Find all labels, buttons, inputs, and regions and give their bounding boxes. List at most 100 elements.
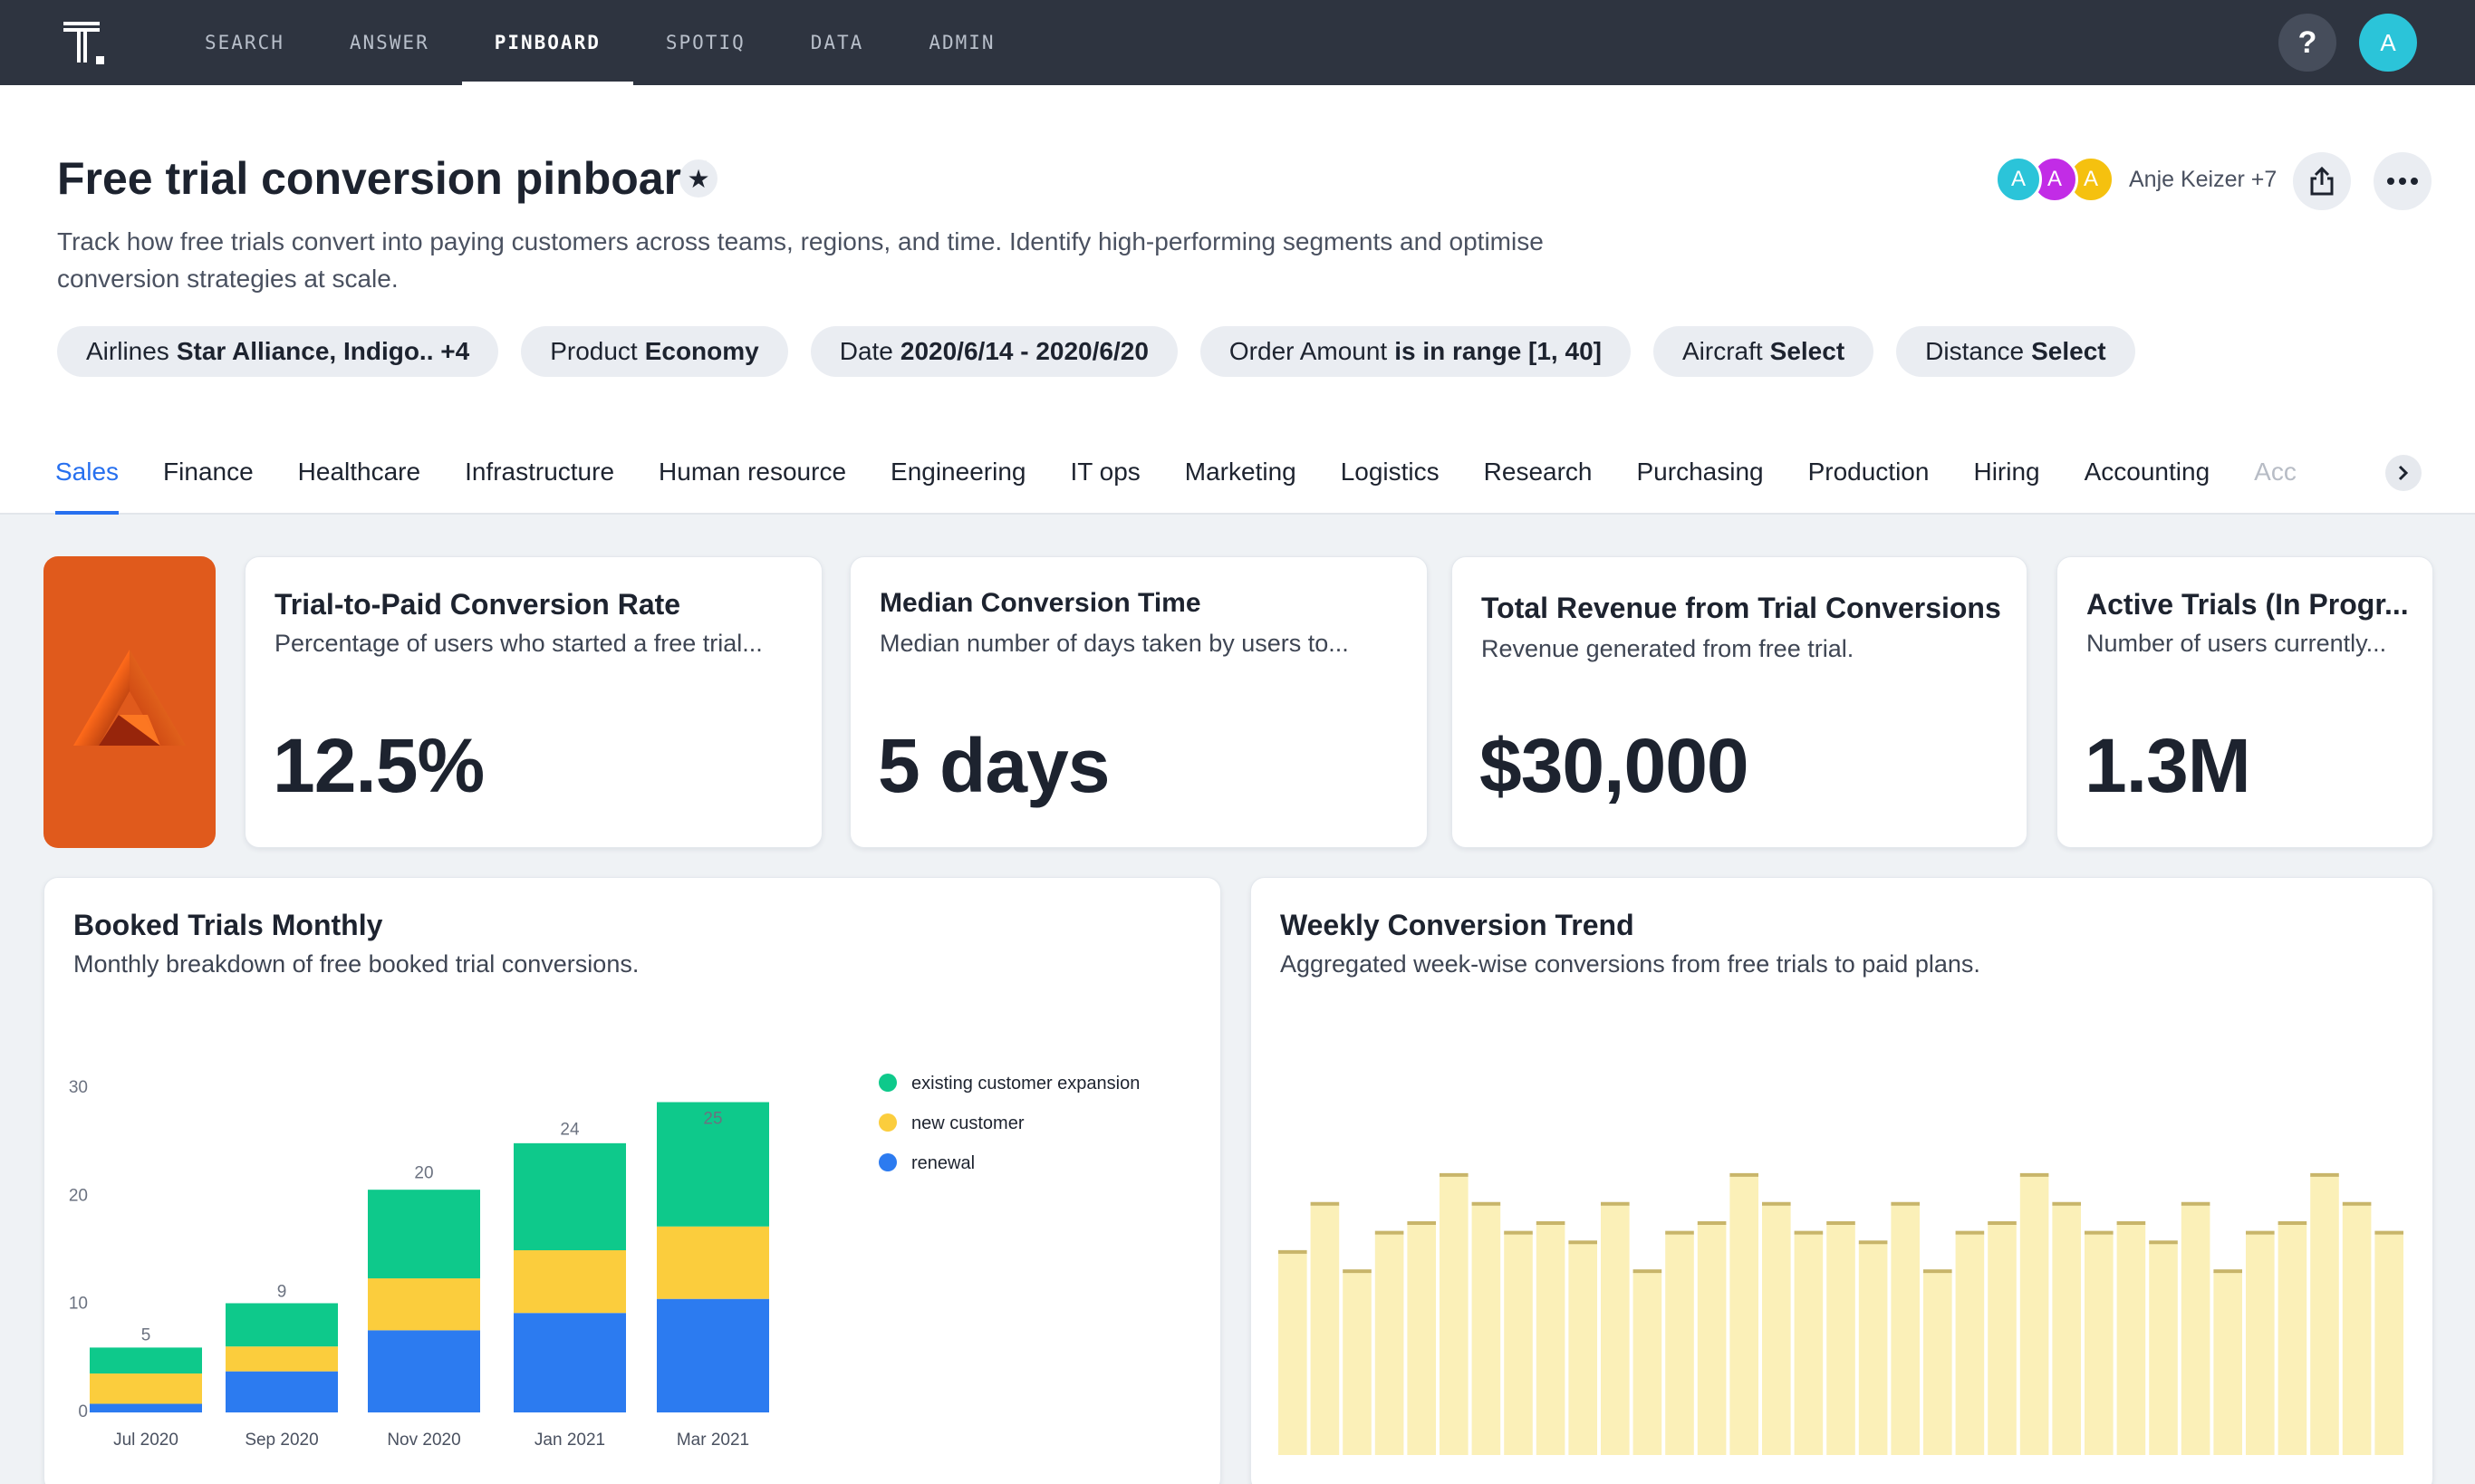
tab-finance[interactable]: Finance <box>163 458 254 486</box>
more-options-button[interactable] <box>2374 152 2432 210</box>
bar-segment-existing-customer-expansion[interactable] <box>226 1303 338 1347</box>
legend-label[interactable]: existing customer expansion <box>911 1074 1140 1094</box>
tab-logistics[interactable]: Logistics <box>1340 458 1440 486</box>
tab-marketing[interactable]: Marketing <box>1184 458 1296 486</box>
weekly-bar[interactable] <box>1988 1224 2017 1455</box>
weekly-bar[interactable] <box>1278 1252 1307 1455</box>
bar-segment-new-customer[interactable] <box>514 1250 626 1314</box>
kpi-card-conversion-rate[interactable]: Trial-to-Paid Conversion Rate Percentage… <box>245 556 823 848</box>
weekly-bar[interactable] <box>1632 1272 1662 1455</box>
filter-name: Date <box>839 337 893 365</box>
weekly-bar[interactable] <box>2374 1233 2403 1455</box>
weekly-bar[interactable] <box>2085 1233 2114 1455</box>
weekly-bar[interactable] <box>1504 1233 1533 1455</box>
filter-chip-aircraft[interactable]: Aircraft Select <box>1652 326 1874 377</box>
weekly-bar[interactable] <box>1440 1175 1469 1455</box>
weekly-bar[interactable] <box>1374 1233 1404 1455</box>
kpi-card-active-trials[interactable]: Active Trials (In Progr... Number of use… <box>2056 556 2433 848</box>
bar-segment-renewal[interactable] <box>368 1330 480 1412</box>
weekly-bar[interactable] <box>1697 1224 1727 1455</box>
bar-segment-existing-customer-expansion[interactable] <box>90 1347 202 1374</box>
weekly-bar[interactable] <box>2019 1175 2049 1455</box>
weekly-bar[interactable] <box>1665 1233 1694 1455</box>
help-button[interactable]: ? <box>2278 14 2336 72</box>
weekly-bar[interactable] <box>1568 1243 1597 1455</box>
bar-segment-renewal[interactable] <box>514 1313 626 1412</box>
tab-research[interactable]: Research <box>1483 458 1593 486</box>
chart-card-booked-trials[interactable]: Booked Trials Monthly Monthly breakdown … <box>43 877 1221 1484</box>
weekly-bar-cap <box>1826 1221 1855 1225</box>
filter-chip-distance[interactable]: Distance Select <box>1896 326 2135 377</box>
weekly-bar[interactable] <box>2342 1204 2372 1455</box>
weekly-bar[interactable] <box>1826 1224 1855 1455</box>
weekly-bar[interactable] <box>1923 1272 1952 1455</box>
weekly-bar[interactable] <box>2116 1224 2146 1455</box>
chart-card-weekly-trend[interactable]: Weekly Conversion Trend Aggregated week-… <box>1250 877 2433 1484</box>
user-avatar[interactable]: A <box>2359 14 2417 72</box>
nav-item-admin[interactable]: ADMIN <box>929 32 996 53</box>
weekly-bar[interactable] <box>1471 1204 1501 1455</box>
weekly-bar-cap <box>1923 1269 1952 1274</box>
bar-segment-existing-customer-expansion[interactable] <box>657 1102 769 1227</box>
bar-segment-existing-customer-expansion[interactable] <box>514 1142 626 1250</box>
tab-hiring[interactable]: Hiring <box>1973 458 2040 486</box>
tab-accounting[interactable]: Accounting <box>2084 458 2210 486</box>
tab-production[interactable]: Production <box>1807 458 1930 486</box>
bar-segment-renewal[interactable] <box>90 1403 202 1412</box>
weekly-bar[interactable] <box>1891 1204 1920 1455</box>
weekly-bar[interactable] <box>1794 1233 1824 1455</box>
nav-item-data[interactable]: DATA <box>810 32 864 53</box>
weekly-bar[interactable] <box>2310 1175 2339 1455</box>
bar-segment-new-customer[interactable] <box>90 1373 202 1404</box>
tab-human-resource[interactable]: Human resource <box>659 458 847 486</box>
kpi-card-total-revenue[interactable]: Total Revenue from Trial Conversions Rev… <box>1451 556 2027 848</box>
bar-segment-new-customer[interactable] <box>657 1226 769 1299</box>
weekly-bar[interactable] <box>2052 1204 2081 1455</box>
bar-segment-existing-customer-expansion[interactable] <box>368 1190 480 1279</box>
tab-acc[interactable]: Acc <box>2254 458 2297 486</box>
weekly-bar[interactable] <box>2181 1204 2210 1455</box>
tab-healthcare[interactable]: Healthcare <box>297 458 421 486</box>
weekly-bar-cap <box>2246 1230 2275 1235</box>
weekly-bar[interactable] <box>1955 1233 1985 1455</box>
nav-item-pinboard[interactable]: PINBOARD <box>461 0 634 85</box>
filter-chip-date[interactable]: Date 2020/6/14 - 2020/6/20 <box>810 326 1178 377</box>
weekly-bar[interactable] <box>1343 1272 1372 1455</box>
tab-engineering[interactable]: Engineering <box>891 458 1026 486</box>
tabs-scroll-right-button[interactable] <box>2385 455 2422 491</box>
bar-segment-renewal[interactable] <box>226 1371 338 1412</box>
weekly-bar[interactable] <box>1762 1204 1791 1455</box>
owner-label[interactable]: Anje Keizer +7 <box>2129 167 2278 192</box>
weekly-bar[interactable] <box>1407 1224 1436 1455</box>
weekly-bar-cap <box>2085 1230 2114 1235</box>
weekly-bar[interactable] <box>2246 1233 2275 1455</box>
filter-chip-airlines[interactable]: Airlines Star Alliance, Indigo.. +4 <box>57 326 499 377</box>
kpi-card-median-time[interactable]: Median Conversion Time Median number of … <box>850 556 1428 848</box>
tab-it-ops[interactable]: IT ops <box>1070 458 1141 486</box>
filter-chip-order-amount[interactable]: Order Amount is in range [1, 40] <box>1199 326 1631 377</box>
nav-item-answer[interactable]: ANSWER <box>349 32 429 53</box>
nav-item-search[interactable]: SEARCH <box>205 32 284 53</box>
app-logo-icon[interactable] <box>60 18 111 69</box>
bar-segment-renewal[interactable] <box>657 1298 769 1412</box>
favorite-star-icon[interactable]: ★ <box>679 159 717 198</box>
legend-label[interactable]: new customer <box>911 1113 1025 1133</box>
weekly-bar[interactable] <box>1601 1204 1630 1455</box>
tab-purchasing[interactable]: Purchasing <box>1636 458 1764 486</box>
weekly-bar[interactable] <box>1729 1175 1758 1455</box>
share-button[interactable] <box>2293 152 2351 210</box>
tab-sales[interactable]: Sales <box>55 429 120 515</box>
filter-chip-product[interactable]: Product Economy <box>521 326 788 377</box>
weekly-bar[interactable] <box>2278 1224 2307 1455</box>
bar-segment-new-customer[interactable] <box>226 1346 338 1372</box>
nav-item-spotiq[interactable]: SPOTIQ <box>665 32 746 53</box>
legend-label[interactable]: renewal <box>911 1153 975 1173</box>
bar-segment-new-customer[interactable] <box>368 1278 480 1331</box>
weekly-bar[interactable] <box>1858 1243 1888 1455</box>
weekly-bar[interactable] <box>2213 1272 2242 1455</box>
weekly-bar[interactable] <box>2149 1243 2178 1455</box>
weekly-bar[interactable] <box>1310 1204 1340 1455</box>
tab-infrastructure[interactable]: Infrastructure <box>465 458 615 486</box>
weekly-bar[interactable] <box>1536 1224 1565 1455</box>
